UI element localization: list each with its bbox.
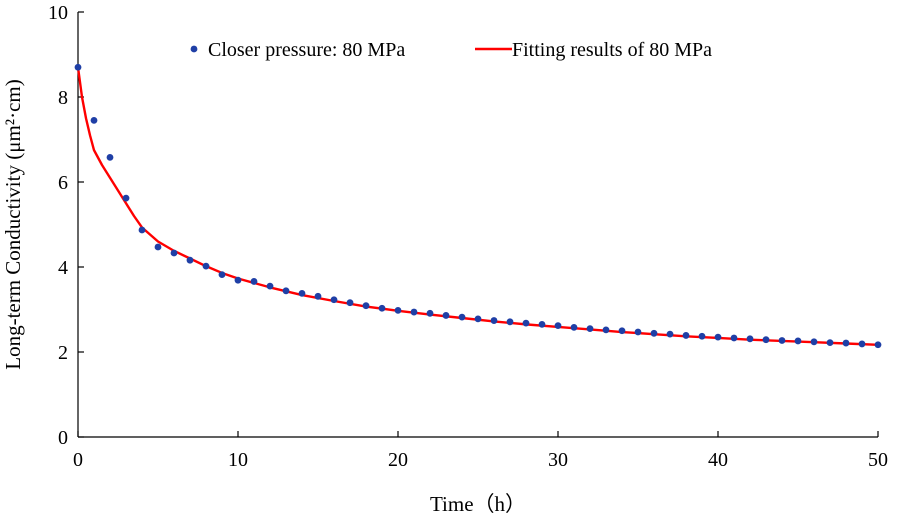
data-point xyxy=(730,334,738,342)
data-point xyxy=(570,323,578,331)
data-point xyxy=(250,278,258,285)
y-tick-label: 0 xyxy=(58,427,68,449)
data-point xyxy=(586,325,594,333)
data-point xyxy=(234,276,242,284)
data-point xyxy=(426,309,434,317)
x-tick-label: 0 xyxy=(73,449,83,471)
x-axis-title: Time（h） xyxy=(430,492,526,516)
y-tick-label: 2 xyxy=(58,342,68,364)
legend-label-line: Fitting results of 80 MPa xyxy=(512,39,712,61)
legend: Closer pressure: 80 MPa Fitting results … xyxy=(190,39,712,61)
data-point xyxy=(410,308,418,316)
data-point xyxy=(138,226,146,234)
data-point xyxy=(602,326,610,334)
y-tick-label: 8 xyxy=(58,87,68,109)
data-point xyxy=(106,153,114,161)
x-tick-label: 30 xyxy=(548,449,568,471)
data-point xyxy=(634,328,642,336)
data-point xyxy=(202,262,210,270)
data-point xyxy=(618,327,626,335)
x-tick-label: 20 xyxy=(388,449,408,471)
data-point xyxy=(154,243,162,251)
fitting-line xyxy=(76,67,879,346)
data-point xyxy=(394,306,402,314)
x-ticks: 0 10 20 30 40 50 xyxy=(73,431,888,471)
y-tick-label: 6 xyxy=(58,172,68,194)
data-point xyxy=(746,335,754,343)
data-point xyxy=(266,282,274,290)
data-point xyxy=(778,337,786,344)
data-point xyxy=(538,320,546,328)
y-tick-label: 4 xyxy=(58,257,68,279)
data-point xyxy=(314,292,322,300)
data-point xyxy=(170,249,178,257)
data-point xyxy=(826,339,834,347)
x-tick-label: 10 xyxy=(228,449,248,471)
axes xyxy=(77,12,878,438)
data-point xyxy=(858,340,866,348)
legend-label-scatter: Closer pressure: 80 MPa xyxy=(208,39,405,61)
data-point xyxy=(490,317,498,324)
data-point xyxy=(506,318,514,326)
x-tick-label: 50 xyxy=(868,449,888,471)
data-point xyxy=(90,116,98,124)
data-point xyxy=(522,319,530,327)
data-point xyxy=(346,299,354,307)
data-point xyxy=(362,302,370,310)
data-point xyxy=(554,322,562,330)
data-point xyxy=(74,63,82,71)
data-point xyxy=(698,332,706,340)
data-point xyxy=(682,332,690,339)
data-point xyxy=(298,289,306,297)
data-point xyxy=(458,313,466,321)
data-point xyxy=(842,339,850,347)
data-point xyxy=(218,271,226,279)
data-point xyxy=(762,336,770,344)
data-point xyxy=(810,338,818,346)
data-point xyxy=(650,329,658,337)
x-tick-label: 40 xyxy=(708,449,728,471)
data-point xyxy=(794,337,802,345)
data-point xyxy=(714,333,722,341)
data-point xyxy=(282,287,290,295)
series-layer xyxy=(74,63,882,349)
data-point xyxy=(378,304,386,312)
data-point xyxy=(474,315,482,323)
data-point xyxy=(330,296,338,304)
data-point xyxy=(442,312,450,319)
data-point xyxy=(874,341,882,349)
legend-marker-scatter xyxy=(190,45,198,53)
data-point xyxy=(186,256,194,264)
y-tick-label: 10 xyxy=(48,2,68,24)
data-point xyxy=(122,194,130,202)
data-point xyxy=(666,330,674,338)
y-axis-title: Long-term Conductivity (μm²·cm) xyxy=(1,79,25,370)
